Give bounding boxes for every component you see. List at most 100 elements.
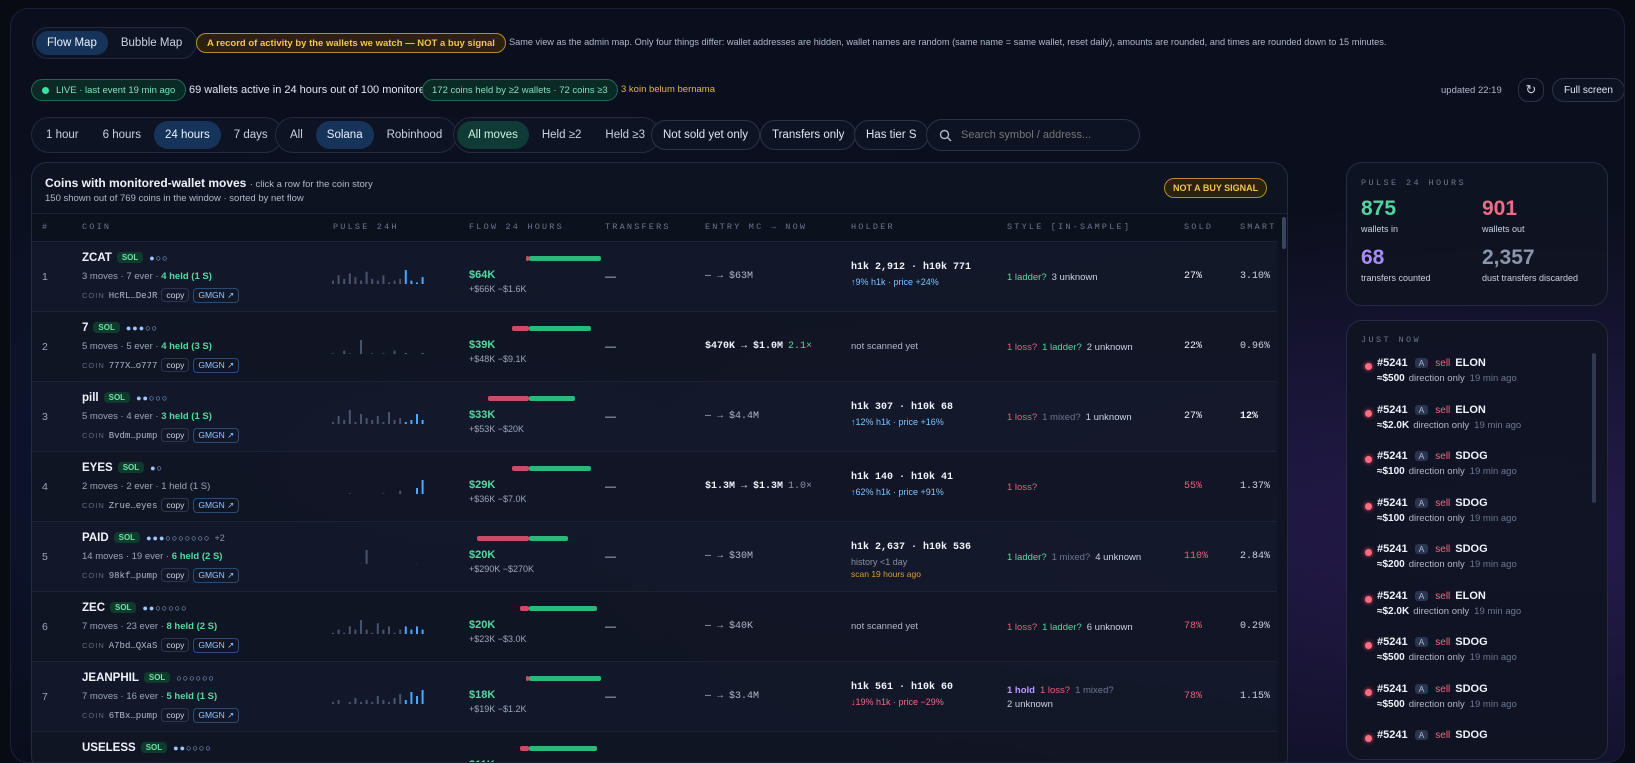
table-row[interactable]: 1 ZCAT SOL ●○○ 3 moves · 7 ever · 4 held (1 … [32, 241, 1277, 311]
copy-button[interactable]: copy [161, 358, 190, 372]
tab-flow-map[interactable]: Flow Map [36, 31, 108, 55]
gmgn-link[interactable]: GMGN ↗ [193, 568, 240, 583]
row-index: 3 [42, 411, 48, 423]
header-holder[interactable]: HOLDER [851, 222, 895, 232]
coin-symbol: 7 [82, 322, 89, 334]
live-badge: LIVE · last event 19 min ago [31, 79, 187, 101]
smart-percent: 0.96% [1240, 341, 1271, 352]
header-pulse[interactable]: PULSE 24H [333, 222, 399, 232]
copy-button[interactable]: copy [161, 288, 190, 302]
header-coin[interactable]: COIN [82, 222, 112, 232]
wallets-out-value: 901 [1482, 197, 1518, 220]
header-sold[interactable]: SOLD [1184, 222, 1214, 232]
filter-robinhood[interactable]: Robinhood [386, 129, 443, 141]
filter-all-chains[interactable]: All [290, 129, 303, 141]
copy-button[interactable]: copy [161, 638, 190, 652]
moves-text: 7 moves · 23 ever · [82, 621, 167, 632]
transfers-only-toggle[interactable]: Transfers only [760, 120, 857, 150]
table-scrollbar[interactable] [1282, 217, 1286, 249]
filter-solana[interactable]: Solana [315, 121, 374, 149]
table-row[interactable]: 5 PAID SOL ●●●○○○○○○○ +2 14 moves · 19 ever ·… [32, 521, 1277, 591]
pulse-bar [404, 270, 407, 284]
copy-button[interactable]: copy [161, 498, 190, 512]
feed-action: sell [1435, 637, 1451, 648]
style-cell: 1 hold 1 loss? 1 mixed? 2 unknown [1007, 684, 1177, 712]
filter-1h[interactable]: 1 hour [46, 129, 79, 141]
feed-wallet-id: #5241 [1377, 357, 1408, 369]
fullscreen-button[interactable]: Full screen [1552, 78, 1624, 102]
address-line: COIN 777X…o777 copy GMGN ↗ [82, 358, 240, 373]
holder-dots: ○○○○○○ [176, 673, 215, 683]
entry-mc: $470K → $1.0M 2.1× [705, 341, 812, 352]
filter-6h[interactable]: 6 hours [102, 129, 141, 141]
copy-button[interactable]: copy [161, 568, 190, 582]
flow-bar-in [529, 606, 597, 611]
copy-button[interactable]: copy [161, 428, 190, 442]
table-row[interactable]: 8 USELESS SOL ●●○○○○ $11K [32, 731, 1277, 762]
not-sold-toggle[interactable]: Not sold yet only [651, 120, 761, 150]
coin-symbol: pill [82, 392, 99, 404]
flow-bar [469, 326, 591, 331]
gmgn-link[interactable]: GMGN ↗ [193, 358, 240, 373]
header-transfers[interactable]: TRANSFERS [605, 222, 671, 232]
chain-filter-group: All Solana Robinhood [275, 117, 458, 153]
pulse-bar [382, 493, 385, 494]
style-tag: 2 unknown [1007, 699, 1053, 710]
header-entry-mc[interactable]: ENTRY MC → NOW [705, 222, 808, 232]
style-tag: 4 unknown [1095, 552, 1142, 563]
filter-all-moves[interactable]: All moves [457, 121, 529, 149]
address-line: COIN Bvdm…pump copy GMGN ↗ [82, 428, 240, 443]
filter-24h[interactable]: 24 hours [153, 121, 221, 149]
gmgn-link[interactable]: GMGN ↗ [193, 288, 240, 303]
header-smart[interactable]: SMART [1240, 222, 1277, 232]
gmgn-link[interactable]: GMGN ↗ [193, 498, 240, 513]
coin-label: COIN [82, 711, 105, 720]
coin-cell: pill SOL ●●○○○ [82, 392, 168, 404]
table-row[interactable]: 2 7 SOL ●●●○○ 5 moves · 5 ever · 4 held (3 S… [32, 311, 1277, 381]
pulse-sparkline [332, 620, 424, 634]
feed-wallet-id: #5241 [1377, 403, 1408, 416]
filter-7d[interactable]: 7 days [233, 129, 268, 141]
sold-percent: 78% [1184, 621, 1203, 632]
refresh-icon[interactable]: ↻ [1518, 78, 1544, 102]
copy-button[interactable]: copy [161, 708, 190, 722]
header-flow[interactable]: FLOW 24 HOURS [469, 222, 564, 232]
filter-held-2[interactable]: Held ≥2 [541, 129, 582, 141]
gmgn-link[interactable]: GMGN ↗ [193, 638, 240, 653]
entry-mc-value: $1.3M → $1.3M [705, 481, 784, 492]
search-box[interactable] [926, 119, 1140, 151]
search-input[interactable] [961, 129, 1131, 141]
tier-s-toggle[interactable]: Has tier S [854, 120, 929, 150]
gmgn-link[interactable]: GMGN ↗ [193, 428, 240, 443]
gmgn-link[interactable]: GMGN ↗ [193, 708, 240, 723]
row-index: 7 [42, 691, 48, 703]
pulse-bar [421, 353, 424, 354]
pulse-bar [388, 282, 390, 284]
table-row[interactable]: 4 EYES SOL ●○ 2 moves · 2 ever · 1 held (1 S… [32, 451, 1277, 521]
tab-bubble-map[interactable]: Bubble Map [120, 37, 183, 49]
table-row[interactable]: 6 ZEC SOL ●●○○○○○ 7 moves · 23 ever · 8 held… [32, 591, 1277, 661]
pulse-bar [360, 620, 362, 634]
header-style[interactable]: STYLE [IN-SAMPLE] [1007, 222, 1132, 232]
pulse-bar [421, 420, 424, 424]
filter-held-3[interactable]: Held ≥3 [605, 129, 645, 141]
pulse-bar [343, 278, 346, 284]
moves-text: 3 moves · 7 ever · [82, 271, 162, 282]
moves-filter-group: All moves Held ≥2 Held ≥3 [453, 117, 660, 153]
table-row[interactable]: 7 JEANPHIL SOL ○○○○○○ 7 moves · 16 ever · 5 … [32, 661, 1277, 731]
feed-scrollbar[interactable] [1592, 353, 1596, 503]
holder-change: ↓19% h1k · price −29% [851, 697, 944, 707]
table-row[interactable]: 3 pill SOL ●●○○○ 5 moves · 4 ever · 3 held (… [32, 381, 1277, 451]
sell-dot-icon [1365, 688, 1372, 696]
pulse-title: PULSE 24 HOURS [1361, 178, 1467, 188]
